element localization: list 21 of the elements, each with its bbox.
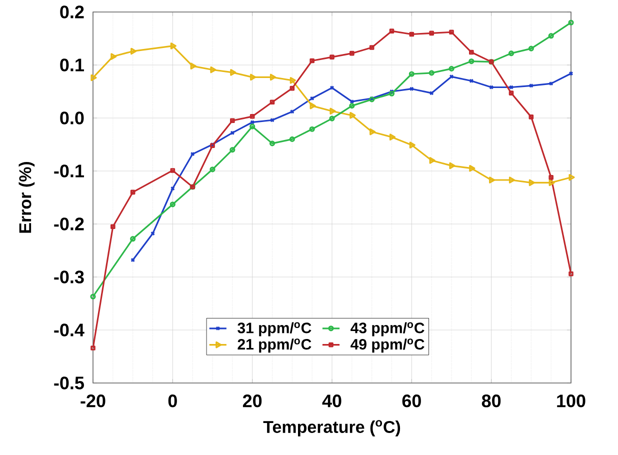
x-tick-label: -20: [80, 394, 106, 408]
y-tick-label: -0.2: [54, 218, 84, 230]
legend-label: 49 ppm/$^{o}$C: [350, 338, 424, 353]
legend-label: 43 ppm/$^{o}$C: [350, 322, 424, 336]
y-tick-label: 0.0: [60, 112, 84, 124]
x-tick-label: 40: [322, 394, 342, 408]
y-tick-label: -0.1: [54, 164, 84, 178]
x-axis-title: Temperature ($^{o}$C): [263, 420, 400, 436]
legend-label: 21 ppm/$^{o}$C: [238, 338, 312, 353]
y-axis-title: Error (%): [18, 162, 35, 233]
y-tick-label: -0.3: [54, 270, 84, 284]
y-tick-label: -0.5: [54, 376, 84, 390]
x-tick-label: 80: [482, 394, 501, 408]
y-tick-label: -0.4: [54, 324, 84, 336]
x-tick-label: 0: [168, 394, 177, 408]
y-tick-label: 0.1: [60, 58, 84, 72]
legend-label: 31 ppm/$^{o}$C: [238, 322, 312, 336]
x-tick-label: 20: [242, 394, 262, 408]
x-tick-label: 100: [557, 394, 586, 408]
y-tick-label: 0.2: [60, 6, 84, 18]
x-tick-label: 60: [402, 394, 421, 408]
